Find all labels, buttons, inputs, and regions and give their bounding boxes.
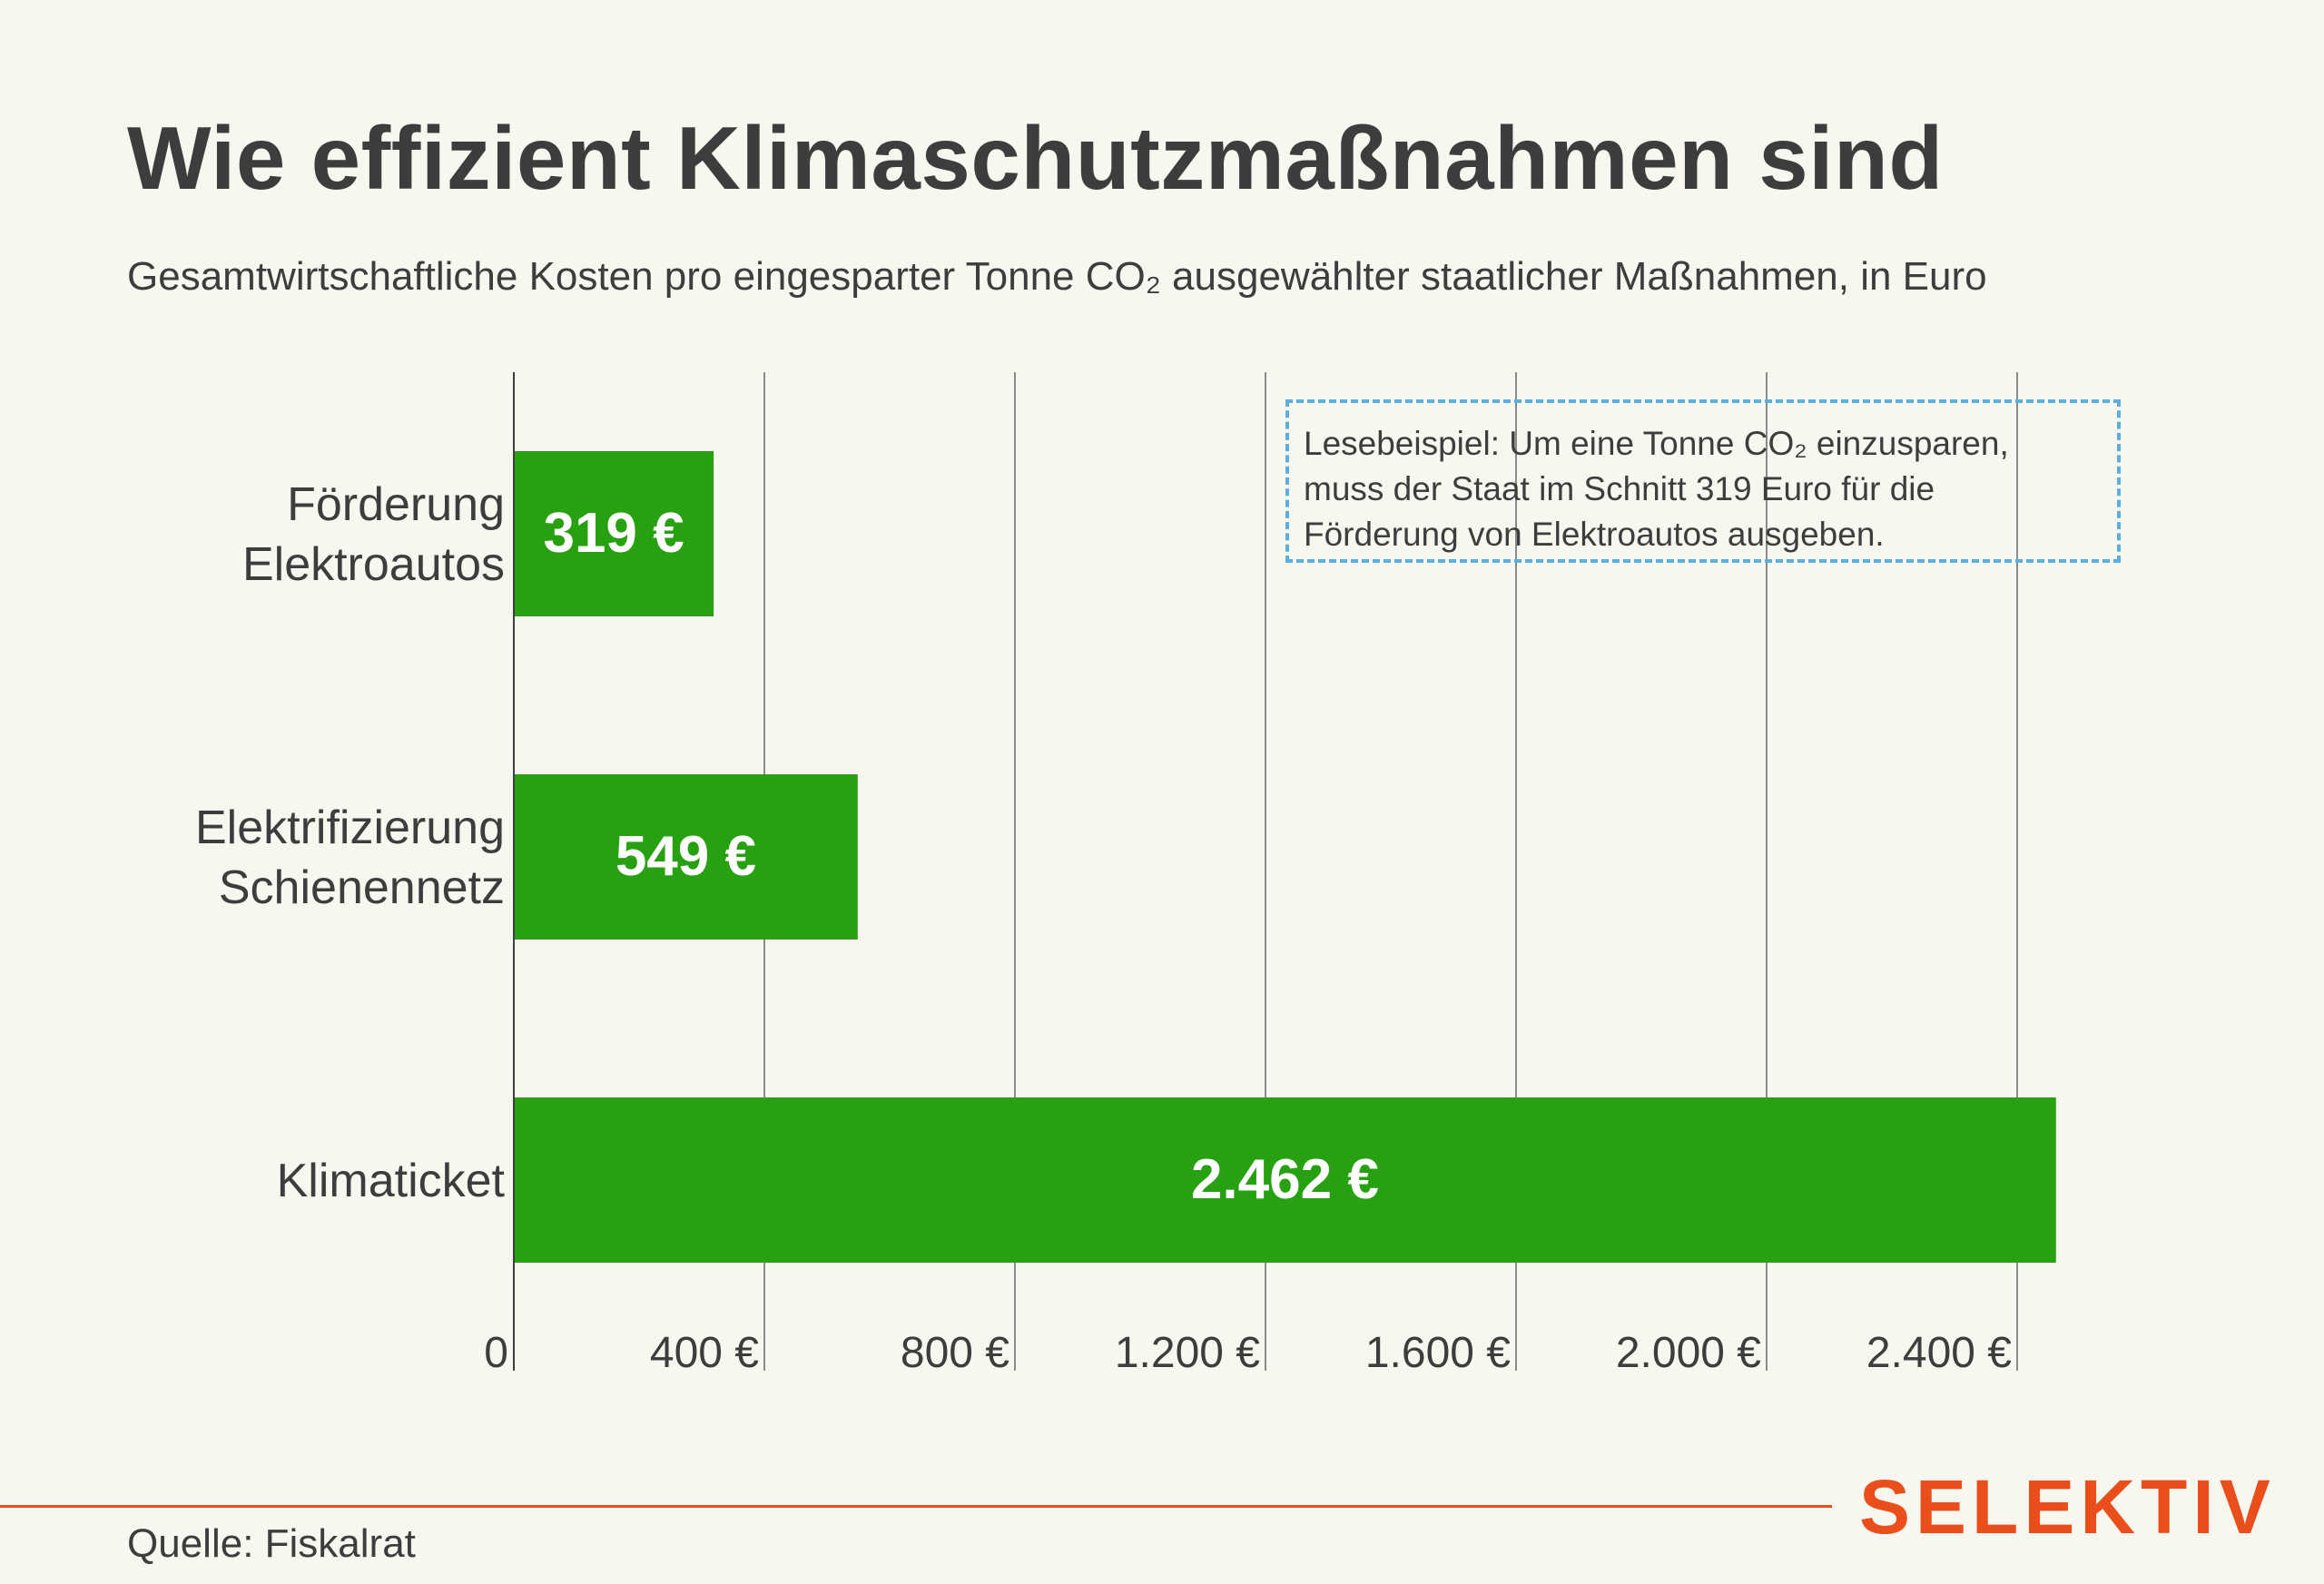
bars: 319 € 549 € 2.462 € (514, 451, 2056, 1263)
footer-divider (0, 1505, 1832, 1508)
x-tick-label: 1.200 € (1115, 1329, 1260, 1377)
source-note: Quelle: Fiskalrat (127, 1521, 416, 1566)
category-label: Klimaticket (277, 1155, 506, 1207)
note-line: muss der Staat im Schnitt 319 Euro für d… (1304, 470, 1935, 507)
x-tick-label: 2.400 € (1866, 1329, 2012, 1377)
x-tick-label: 800 € (901, 1329, 1009, 1377)
x-tick-label: 0 (484, 1329, 508, 1377)
x-tick-label: 1.600 € (1365, 1329, 1511, 1377)
category-labels: Förderung Elektroautos Elektrifizierung Sch… (195, 478, 506, 1207)
category-label-line: Förderung (287, 478, 505, 531)
bar-chart: 319 € 549 € 2.462 € Förderung Elektroautos E… (195, 372, 2056, 1377)
category-label: Förderung Elektroautos (242, 478, 505, 591)
note-line: Förderung von Elektroautos ausgeben. (1304, 516, 1885, 553)
x-tick-label: 400 € (650, 1329, 759, 1377)
brand-logo: SELEKTIV (1859, 1464, 2276, 1550)
category-label-line: Elektrifizierung (195, 802, 505, 854)
chart-subtitle: Gesamtwirtschaftliche Kosten pro eingesp… (127, 254, 1987, 299)
category-label-line: Elektroautos (242, 538, 505, 591)
chart-title: Wie effizient Klimaschutzmaßnahmen sind (127, 108, 1944, 208)
x-axis-ticks: 0 400 € 800 € 1.200 € 1.600 € 2.000 € 2.400 € (484, 1329, 2012, 1377)
note-line: Lesebeispiel: Um eine Tonne CO₂ einzuspa… (1304, 425, 2009, 462)
bar-value-label: 319 € (543, 502, 684, 565)
reading-example-note: Lesebeispiel: Um eine Tonne CO₂ einzuspa… (1285, 399, 2121, 563)
category-label: Elektrifizierung Schienennetz (195, 802, 505, 914)
bar-value-label: 2.462 € (1191, 1148, 1379, 1211)
category-label-line: Klimaticket (277, 1155, 506, 1207)
bar (514, 1097, 2056, 1263)
bar (514, 774, 858, 940)
bar-value-label: 549 € (615, 825, 756, 888)
category-label-line: Schienennetz (219, 861, 505, 914)
bar (514, 451, 714, 616)
x-tick-label: 2.000 € (1616, 1329, 1761, 1377)
